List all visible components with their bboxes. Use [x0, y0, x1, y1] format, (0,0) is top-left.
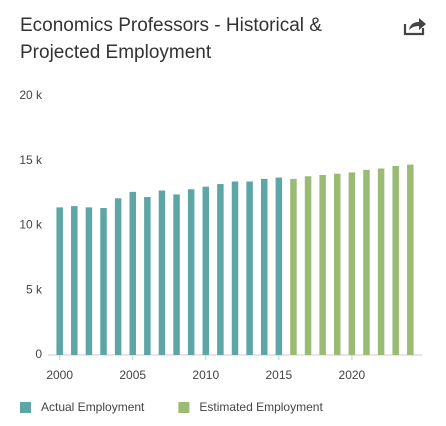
bar	[231, 181, 239, 355]
bar	[319, 174, 326, 355]
bar	[100, 208, 107, 355]
x-tick-label: 2000	[46, 368, 73, 382]
legend-swatch	[20, 402, 31, 413]
y-tick-label: 10 k	[19, 218, 43, 232]
bar	[246, 181, 253, 355]
bar	[56, 207, 63, 355]
y-tick-label: 0	[35, 347, 42, 361]
share-icon[interactable]	[403, 18, 426, 36]
y-tick-label: 20 k	[19, 88, 43, 102]
bar	[363, 169, 370, 355]
bar	[290, 178, 297, 355]
legend-label: Estimated Employment	[199, 400, 323, 414]
bar	[114, 198, 122, 355]
bar	[71, 206, 78, 355]
bar	[348, 172, 356, 355]
share-arrow	[409, 18, 426, 30]
bar	[173, 194, 180, 355]
bar	[187, 189, 195, 355]
bar	[392, 165, 399, 355]
x-tick-label: 2015	[265, 368, 292, 382]
bar	[275, 177, 283, 355]
bar	[158, 190, 166, 355]
bar	[202, 186, 210, 355]
bar	[304, 176, 312, 355]
y-tick-label: 5 k	[26, 282, 43, 296]
chart-title: Economics Professors - Historical & Proje…	[20, 15, 322, 63]
legend-swatch	[178, 402, 190, 413]
bar	[144, 197, 151, 355]
bar	[377, 168, 385, 355]
bar	[217, 184, 224, 355]
x-tick-label: 2010	[192, 368, 219, 382]
bar	[334, 173, 341, 355]
title-line: Economics Professors - Historical &	[20, 15, 322, 36]
legend-label: Actual Employment	[41, 400, 145, 414]
share-box	[403, 24, 425, 36]
y-tick-label: 15 k	[19, 153, 43, 167]
bar	[85, 207, 93, 355]
bar	[260, 178, 268, 355]
x-tick-label: 2005	[119, 368, 146, 382]
title-line: Projected Employment	[20, 42, 212, 63]
x-tick-label: 2020	[339, 368, 366, 382]
bar	[129, 191, 136, 355]
bar	[407, 164, 414, 355]
